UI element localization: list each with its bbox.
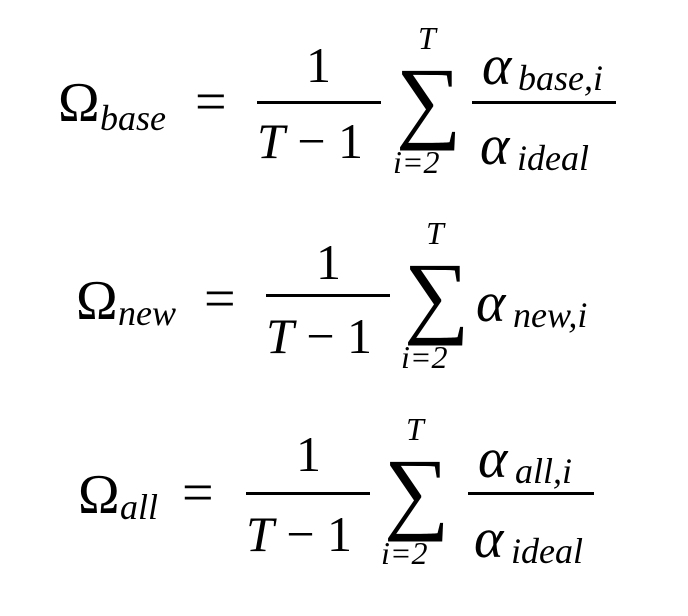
term-fraction-bar: [472, 101, 616, 104]
alpha-symbol: α: [480, 115, 510, 177]
term-fraction-bar: [468, 492, 594, 495]
equation-omega-new: Ω new = 1 T − 1 ∑ T i=2 α new,i: [0, 205, 688, 405]
omega-subscript: all: [120, 487, 159, 527]
omega-symbol: Ω: [76, 270, 118, 332]
alpha-subscript: ideal: [511, 531, 583, 571]
omega-symbol: Ω: [58, 72, 100, 134]
alpha-symbol: α: [482, 35, 512, 97]
equation-omega-all: Ω all = 1 T − 1 ∑ T i=2 α all,i α ideal: [0, 405, 688, 616]
summation-sign: ∑: [396, 49, 462, 151]
sum-upper-limit: T: [426, 215, 444, 251]
fraction-denominator: T − 1: [257, 113, 364, 169]
alpha-symbol: α: [476, 272, 506, 334]
alpha-symbol: α: [474, 508, 504, 570]
equation-omega-base: Ω base = 1 T − 1 ∑ T i=2 α base,i α idea…: [0, 0, 688, 205]
fraction-numerator: 1: [316, 234, 341, 290]
fraction-numerator: 1: [296, 426, 321, 482]
equals-sign: =: [195, 71, 227, 133]
alpha-subscript: base,i: [518, 58, 603, 98]
fraction-denominator: T − 1: [266, 308, 373, 364]
summation-sign: ∑: [404, 244, 470, 346]
fraction-bar: [246, 492, 370, 495]
fraction-numerator: 1: [306, 37, 331, 93]
alpha-symbol: α: [478, 428, 508, 490]
sum-upper-limit: T: [418, 20, 436, 56]
sum-lower-limit: i=2: [393, 144, 440, 180]
sum-upper-limit: T: [406, 411, 424, 447]
omega-subscript: new: [118, 293, 176, 333]
alpha-subscript: all,i: [515, 451, 573, 491]
sum-lower-limit: i=2: [381, 535, 428, 571]
omega-symbol: Ω: [78, 464, 120, 526]
equals-sign: =: [204, 268, 236, 330]
sum-lower-limit: i=2: [401, 339, 448, 375]
fraction-bar: [266, 294, 390, 297]
fraction-denominator: T − 1: [246, 506, 353, 562]
alpha-subscript: new,i: [513, 295, 588, 335]
summation-sign: ∑: [384, 440, 450, 542]
fraction-bar: [257, 101, 381, 104]
alpha-subscript: ideal: [517, 138, 589, 178]
omega-subscript: base: [100, 98, 166, 138]
equals-sign: =: [182, 462, 214, 524]
